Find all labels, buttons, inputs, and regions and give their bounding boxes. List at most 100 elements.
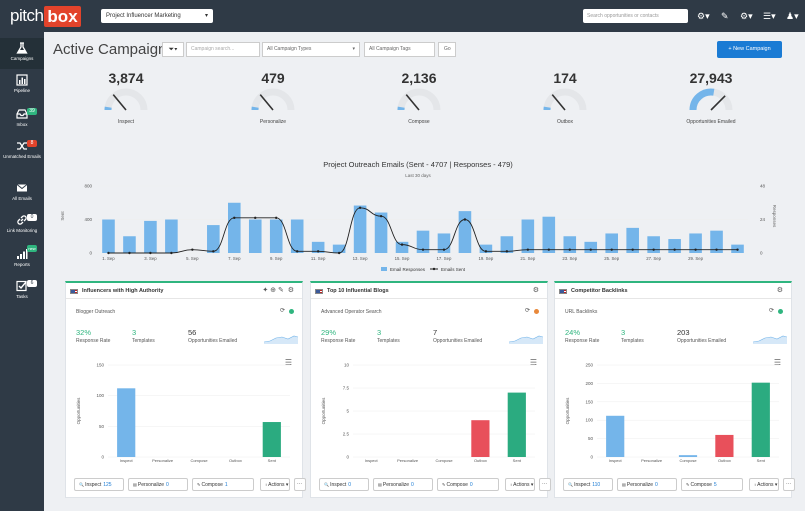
- chart-legend[interactable]: Email Responses Emails Sent: [381, 267, 466, 272]
- gauge-dial: [543, 88, 587, 111]
- pitchbox-logo[interactable]: pitch box: [10, 5, 81, 27]
- panel-chart: Opportunities 0 50 100 150 Inspect Personalize…: [76, 363, 290, 463]
- x-tick-label: 9. Sep: [270, 256, 283, 261]
- refresh-icon[interactable]: ⟳: [524, 308, 530, 314]
- campaign-tags-input[interactable]: All Campaign Tags: [364, 42, 435, 57]
- link-icon: [17, 215, 27, 225]
- refresh-icon[interactable]: ⟳: [768, 308, 774, 314]
- compose-icon: ✎: [197, 482, 202, 487]
- sparkline: [753, 335, 787, 344]
- sidebar-item-tasks[interactable]: Tasks 6: [0, 280, 44, 306]
- hamburger-menu-icon[interactable]: ☰: [284, 358, 292, 367]
- gear-icon[interactable]: ⚙: [532, 287, 539, 294]
- panel-header[interactable]: Top 10 Influential Blogs ⚙: [311, 283, 547, 299]
- panel-header[interactable]: Competitor Backlinks ⚙: [555, 283, 791, 299]
- edit-icon[interactable]: ✎: [721, 11, 729, 21]
- settings-icon[interactable]: ⚙▾: [697, 11, 710, 21]
- x-tick-label: 3. Sep: [144, 256, 157, 261]
- x-tick-label: Personalize: [397, 458, 419, 463]
- actions-icon: ↕: [510, 482, 514, 487]
- ellipsis-icon: ···: [297, 481, 302, 487]
- inspect-button[interactable]: 🔍 Inspect 110: [563, 478, 613, 491]
- button-label: Compose: [446, 482, 468, 488]
- button-count: 125: [103, 482, 112, 488]
- gear-menu-icon[interactable]: ⚙▾: [740, 11, 753, 21]
- more-button[interactable]: ···: [294, 478, 306, 491]
- status-indicator: [289, 309, 294, 314]
- campaign-types-select[interactable]: All Campaign Types ▾: [262, 42, 360, 57]
- inspect-button[interactable]: 🔍 Inspect 0: [319, 478, 369, 491]
- x-tick-label: Compose: [435, 458, 453, 463]
- go-button[interactable]: Go: [438, 42, 456, 57]
- emails-sent-point: [715, 248, 718, 251]
- compose-button[interactable]: ✎ Compose 0: [437, 478, 499, 491]
- gear-icon[interactable]: ⚙: [776, 287, 783, 294]
- x-tick-label: Outbox: [229, 458, 242, 463]
- gauge-personalize[interactable]: 479 Personalize: [228, 70, 318, 125]
- personalize-button[interactable]: ▤ Personalize 0: [617, 478, 677, 491]
- gauge-label: Inspect: [117, 119, 135, 125]
- gauge-outbox[interactable]: 174 Outbox: [520, 70, 610, 125]
- y-tick-label: 800: [84, 184, 92, 189]
- actions-button[interactable]: ↕ Actions ▾: [260, 478, 290, 491]
- sidebar-item-reports[interactable]: Reports new: [0, 245, 44, 274]
- new-campaign-button[interactable]: + New Campaign: [717, 41, 782, 58]
- opportunity-bar: [471, 420, 490, 457]
- y-tick-label: 0: [89, 251, 92, 256]
- personalize-button[interactable]: ▤ Personalize 0: [373, 478, 433, 491]
- stat-label: Templates: [132, 338, 155, 344]
- gauge-dial: [251, 88, 295, 111]
- gauge-opportunities-emailed[interactable]: 27,943 Opportunities Emailed: [666, 70, 756, 125]
- user-menu-icon[interactable]: ♟▾: [786, 11, 799, 21]
- sparkline-path: [509, 335, 543, 343]
- stat-value: 203: [677, 328, 690, 337]
- x-tick-label: Compose: [190, 458, 208, 463]
- response-bar: [374, 212, 388, 253]
- more-button[interactable]: ···: [539, 478, 551, 491]
- actions-button[interactable]: ↕ Actions ▾: [505, 478, 535, 491]
- opportunity-bar: [606, 415, 625, 457]
- sidebar-item-pipeline[interactable]: Pipeline: [0, 74, 44, 100]
- project-select[interactable]: Project Influencer Marketing ▾: [101, 9, 213, 23]
- response-bar: [647, 236, 660, 253]
- sidebar-label: Campaigns: [10, 56, 34, 61]
- panel-subtitle: URL Backlinks: [565, 309, 598, 315]
- hamburger-menu-icon[interactable]: ☰: [773, 358, 781, 367]
- list-menu-icon[interactable]: ☰▾: [763, 11, 776, 21]
- sparkline-area: [753, 336, 787, 344]
- emails-sent-point: [631, 248, 634, 251]
- sidebar-item-inbox[interactable]: Inbox 39: [0, 108, 44, 134]
- x-tick-label: 23. Sep: [562, 256, 577, 261]
- emails-sent-point: [652, 248, 655, 251]
- chart-y-label: Sent: [60, 211, 65, 221]
- compose-button[interactable]: ✎ Compose 1: [192, 478, 254, 491]
- filter-button[interactable]: ⏷▾: [162, 42, 184, 57]
- inspect-button[interactable]: 🔍 Inspect 125: [74, 478, 124, 491]
- hamburger-menu-icon[interactable]: ☰: [529, 358, 537, 367]
- global-search-input[interactable]: Search opportunities or contacts: [583, 9, 688, 23]
- personalize-button[interactable]: ▤ Personalize 0: [128, 478, 188, 491]
- sidebar-item-all-emails[interactable]: All Emails: [0, 182, 44, 208]
- compose-button[interactable]: ✎ Compose 5: [681, 478, 743, 491]
- panel-header[interactable]: Influencers with High Authority ✦ ⊕ ✎ ⚙: [66, 283, 302, 299]
- x-tick-label: 5. Sep: [186, 256, 199, 261]
- refresh-icon[interactable]: ⟳: [279, 308, 285, 314]
- x-tick-label: 1. Sep: [102, 256, 115, 261]
- sidebar-item-unmatched-emails[interactable]: Unmatched Emails 8: [0, 140, 44, 172]
- stat-block: 203 Opportunities Emailed: [677, 328, 726, 344]
- actions-button[interactable]: ↕ Actions ▾: [749, 478, 779, 491]
- y-tick-label: 100: [585, 418, 593, 423]
- emails-sent-point: [694, 248, 697, 251]
- more-button[interactable]: ···: [783, 478, 795, 491]
- panel-tools-icons[interactable]: ✦ ⊕ ✎ ⚙: [262, 287, 294, 294]
- emails-sent-point: [547, 248, 551, 251]
- sidebar-item-link-monitoring[interactable]: Link Monitoring 0: [0, 214, 44, 240]
- ellipsis-icon: ···: [786, 481, 791, 487]
- button-count: 0: [166, 482, 169, 488]
- compose-icon: ✎: [442, 482, 447, 487]
- sidebar-item-campaigns[interactable]: Campaigns: [0, 38, 44, 69]
- gauge-compose[interactable]: 2,136 Compose: [374, 70, 464, 125]
- campaign-search-input[interactable]: Campaign search...: [186, 42, 260, 57]
- panel-footer: 🔍 Inspect 110 ▤ Personalize 0 ✎ Compose 5 ↕ Ac…: [563, 478, 795, 492]
- gauge-inspect[interactable]: 3,874 Inspect: [81, 70, 171, 125]
